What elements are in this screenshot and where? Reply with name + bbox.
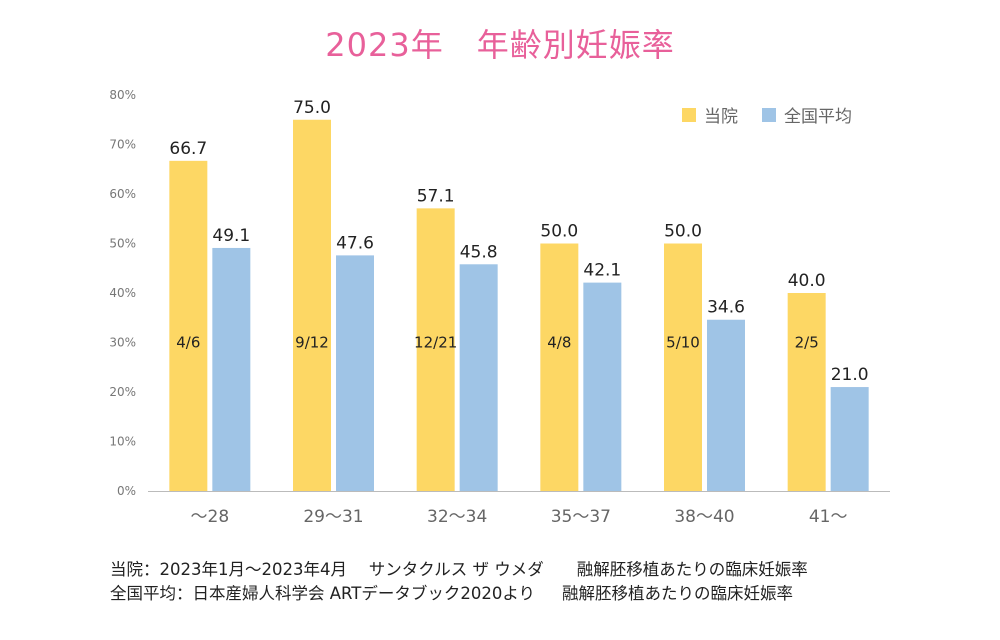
data-label: 50.0 <box>540 222 578 242</box>
bar-inner-label: 5/10 <box>666 334 700 352</box>
data-label: 66.7 <box>169 139 207 159</box>
y-tick-label: 10% <box>109 435 136 449</box>
bar-clinic <box>293 119 331 491</box>
bar-inner-label: 12/21 <box>414 334 457 352</box>
footnote-national: 全国平均：日本産婦人科学会 ARTデータブック2020より 融解胚移植あたりの臨… <box>110 584 794 603</box>
data-label: 50.0 <box>664 222 702 242</box>
data-label: 42.1 <box>583 261 621 281</box>
y-tick-label: 50% <box>109 237 136 251</box>
x-tick-label: 35～37 <box>551 507 611 527</box>
bar-inner-label: 9/12 <box>295 334 329 352</box>
data-label: 34.6 <box>707 298 745 318</box>
legend-label: 当院 <box>704 107 738 127</box>
bar-clinic <box>664 243 702 491</box>
bar-inner-label: 4/8 <box>547 334 571 352</box>
data-label: 40.0 <box>788 271 826 291</box>
bar-national <box>707 319 745 491</box>
data-label: 21.0 <box>831 365 869 385</box>
bar-inner-label: 2/5 <box>795 334 819 352</box>
bar-national <box>830 387 869 491</box>
y-tick-label: 60% <box>109 187 136 201</box>
x-tick-label: 32～34 <box>427 507 487 527</box>
legend-swatch <box>682 108 696 122</box>
x-tick-label: 29～31 <box>303 507 363 527</box>
footnote-clinic: 当院：2023年1月～2023年4月 サンタクルス ザ ウメダ 融解胚移植あたり… <box>110 560 808 579</box>
data-label: 57.1 <box>417 186 455 206</box>
y-tick-label: 40% <box>109 286 136 300</box>
bar-clinic <box>787 293 826 491</box>
y-tick-label: 80% <box>109 88 136 102</box>
chart-title: 2023年 年齢別妊娠率 <box>325 26 675 64</box>
bar-clinic <box>540 243 579 491</box>
bar-national <box>212 247 251 491</box>
y-tick-label: 20% <box>109 385 136 399</box>
legend-swatch <box>762 108 776 122</box>
y-tick-label: 30% <box>109 336 136 350</box>
data-label: 49.1 <box>212 226 250 246</box>
bar-clinic <box>169 160 208 491</box>
bar-inner-label: 4/6 <box>176 334 200 352</box>
data-label: 47.6 <box>336 233 374 253</box>
bar-national <box>459 264 498 491</box>
data-label: 45.8 <box>460 242 498 262</box>
bar-national <box>583 282 622 491</box>
legend-label: 全国平均 <box>784 107 852 127</box>
y-tick-label: 0% <box>117 484 136 498</box>
data-label: 75.0 <box>293 98 331 118</box>
x-tick-label: ～28 <box>191 507 230 527</box>
bar-national <box>336 255 374 491</box>
x-tick-label: 38～40 <box>674 507 734 527</box>
bar-clinic <box>416 208 455 492</box>
y-tick-label: 70% <box>109 138 136 152</box>
x-tick-label: 41～ <box>809 507 848 527</box>
